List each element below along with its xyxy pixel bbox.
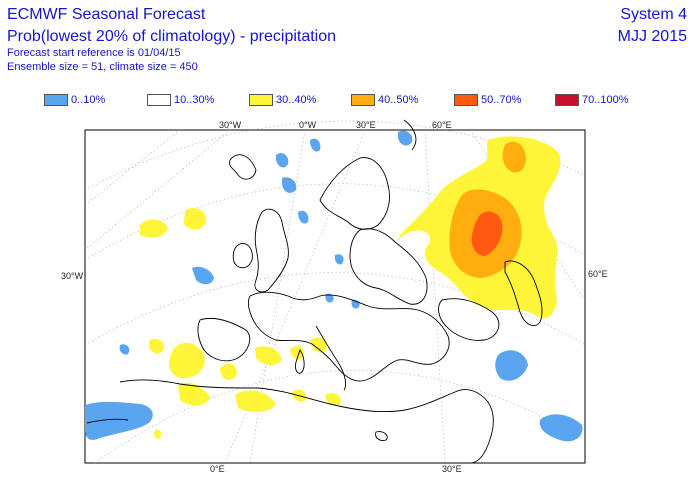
axis-label-top-30e: 30°E xyxy=(356,120,376,130)
axis-label-left-30w: 30°W xyxy=(61,271,84,281)
legend-label: 0..10% xyxy=(71,94,106,106)
legend: 0..10% 10..30% 30..40% 40..50% 50..70% 7… xyxy=(0,93,697,109)
legend-item-10-30: 10..30% xyxy=(147,93,214,107)
legend-item-50-70: 50..70% xyxy=(454,93,521,107)
legend-swatch xyxy=(147,94,171,106)
legend-item-0-10: 0..10% xyxy=(44,93,105,107)
legend-label: 50..70% xyxy=(481,94,522,106)
legend-swatch xyxy=(351,94,375,106)
ensemble-size: Ensemble size = 51, climate size = 450 xyxy=(7,61,198,73)
legend-swatch xyxy=(44,94,68,106)
axis-label-bottom-0e: 0°E xyxy=(210,464,225,474)
legend-item-30-40: 30..40% xyxy=(249,93,316,107)
legend-label: 70..100% xyxy=(582,94,629,106)
legend-item-70-100: 70..100% xyxy=(555,93,628,107)
axis-label-top-30w: 30°W xyxy=(219,120,242,130)
map-subtitle: Prob(lowest 20% of climatology) - precip… xyxy=(7,28,337,45)
axis-label-bottom-30e: 30°E xyxy=(442,464,462,474)
legend-label: 40..50% xyxy=(378,94,419,106)
axis-label-top-60e: 60°E xyxy=(432,120,452,130)
shading-0-10 xyxy=(85,130,583,442)
legend-swatch xyxy=(454,94,478,106)
system-label: System 4 xyxy=(620,6,687,23)
legend-item-40-50: 40..50% xyxy=(351,93,418,107)
legend-label: 30..40% xyxy=(276,94,317,106)
axis-label-top-0w: 0°W xyxy=(299,120,317,130)
axis-label-right-60e: 60°E xyxy=(588,269,608,279)
map-title: ECMWF Seasonal Forecast xyxy=(7,6,206,23)
shading-50-70 xyxy=(471,211,503,256)
forecast-start-reference: Forecast start reference is 01/04/15 xyxy=(7,47,181,59)
legend-label: 10..30% xyxy=(174,94,215,106)
coastlines xyxy=(86,119,543,464)
legend-swatch xyxy=(555,94,579,106)
legend-swatch xyxy=(249,94,273,106)
period-label: MJJ 2015 xyxy=(617,28,687,45)
